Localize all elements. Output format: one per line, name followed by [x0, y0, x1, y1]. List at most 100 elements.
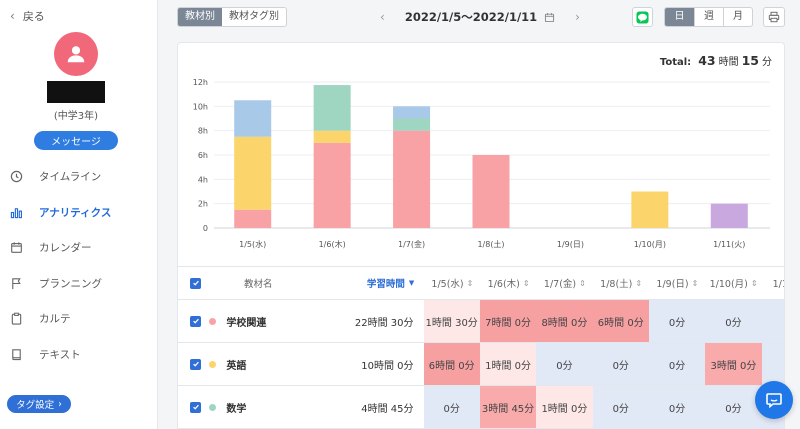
- prev-range-button[interactable]: ‹: [380, 10, 385, 24]
- bar-segment: [393, 118, 431, 131]
- x-tick-label: 1/10(月): [634, 240, 666, 249]
- material-total-time: 4時間 45分: [361, 403, 414, 415]
- sidebar-item-analytics[interactable]: アナリティクス: [0, 195, 157, 231]
- print-button[interactable]: [763, 7, 785, 27]
- row-select-cell: [178, 386, 205, 428]
- tab-by-material-tag[interactable]: 教材タグ別: [229, 11, 279, 22]
- bar-chart-icon: [10, 207, 22, 218]
- period-month[interactable]: 月: [723, 8, 752, 26]
- bar-segment: [710, 203, 748, 228]
- period-toggle: 日 週 月: [664, 7, 753, 27]
- check-icon: [192, 318, 199, 324]
- sidebar-item-text[interactable]: テキスト: [0, 337, 157, 373]
- line-share-button[interactable]: [632, 7, 653, 27]
- material-color-dot: [209, 360, 217, 368]
- calendar-icon: [11, 242, 22, 254]
- header-day[interactable]: 1/7(金): [537, 267, 593, 299]
- message-button[interactable]: メッセージ: [34, 131, 118, 150]
- sidebar-nav: タイムライン アナリティクス カレンダー プランニング カルテ テキスト: [0, 159, 157, 372]
- material-name: 英語: [226, 360, 247, 372]
- tag-settings-label: タグ設定: [16, 400, 55, 411]
- back-link[interactable]: ‹ 戻る: [10, 8, 45, 24]
- sidebar-item-label: テキスト: [39, 348, 81, 361]
- day-time-cell: 3時間 45分: [479, 386, 537, 428]
- total-study-time: Total: 43 時間 15 分: [660, 53, 772, 68]
- day-time-cell: 0分: [648, 343, 706, 385]
- header-day[interactable]: 1/9(日): [649, 267, 705, 299]
- period-week[interactable]: 週: [694, 8, 723, 26]
- next-range-button[interactable]: ›: [575, 10, 580, 24]
- header-day[interactable]: 1/11(火: [772, 279, 784, 290]
- day-time-cell: 1時間 0分: [479, 343, 537, 385]
- date-range[interactable]: 2022/1/5〜2022/1/11: [405, 9, 555, 25]
- bar-segment: [393, 106, 431, 119]
- tab-by-material[interactable]: 教材別: [178, 8, 222, 26]
- x-tick-label: 1/6(木): [319, 239, 346, 249]
- day-time-cell: 0分: [705, 386, 762, 428]
- book-icon: [12, 349, 21, 360]
- bar-segment: [472, 155, 510, 228]
- sidebar-item-label: プランニング: [39, 277, 102, 290]
- select-all-checkbox[interactable]: [190, 277, 201, 289]
- chat-support-button[interactable]: [755, 381, 793, 419]
- tag-settings-button[interactable]: タグ設定 ›: [7, 395, 71, 413]
- row-checkbox[interactable]: [190, 315, 201, 327]
- material-name: 学校関連: [226, 317, 267, 329]
- row-select-cell: [178, 300, 205, 342]
- bar-segment: [313, 85, 351, 131]
- student-grade: (中学3年): [53, 111, 99, 122]
- sidebar-item-label: タイムライン: [39, 171, 102, 184]
- date-range-label: 2022/1/5〜2022/1/11: [404, 10, 538, 24]
- bar-segment: [393, 130, 431, 228]
- header-day[interactable]: 1/5(水): [424, 267, 480, 299]
- clock-icon: [10, 171, 23, 183]
- header-material: 教材名: [244, 279, 273, 290]
- bar-segment: [234, 136, 272, 210]
- day-time-cell: 0: [761, 343, 784, 385]
- day-time-cell: 6時間 0分: [423, 343, 480, 385]
- total-minutes: 15: [741, 53, 759, 68]
- day-time-cell: 3時間 0分: [705, 343, 762, 385]
- x-tick-label: 1/5(水): [239, 239, 266, 249]
- header-study-time[interactable]: 学習時間: [341, 267, 424, 299]
- day-time-cell: 0分: [423, 386, 480, 428]
- header-day[interactable]: 1/8(土): [593, 267, 649, 299]
- check-icon: [192, 404, 199, 410]
- y-tick-label: 12h: [193, 78, 208, 87]
- bar-segment: [313, 130, 351, 143]
- header-day[interactable]: 1/10(月): [705, 267, 761, 299]
- day-time-cell: 0分: [705, 300, 762, 342]
- row-checkbox[interactable]: [190, 401, 201, 413]
- row-checkbox[interactable]: [190, 358, 201, 370]
- printer-icon: [768, 11, 780, 23]
- total-hours: 43: [698, 53, 716, 68]
- y-tick-label: 4h: [198, 175, 208, 184]
- study-time-chart: 0 2h 4h 6h 8h 10h 12h 1/5(水) 1/6(木) 1/7(金) 1/8(土) 1…: [193, 78, 770, 249]
- day-time-cell: 1時間 0分: [536, 386, 593, 428]
- sidebar-item-timeline[interactable]: タイムライン: [0, 159, 157, 195]
- sidebar-item-planning[interactable]: プランニング: [0, 266, 157, 302]
- bar-segment: [631, 191, 669, 228]
- total-label: Total:: [659, 57, 692, 68]
- day-time-cell: 0分: [536, 343, 593, 385]
- total-hours-unit: 時間: [718, 57, 739, 68]
- table-row[interactable]: 学校関連 22時間 30分 1時間 30分 7時間 0分 8時間 0分 6時間 0分 0分 0…: [178, 300, 784, 343]
- header-day[interactable]: 1/6(木): [480, 267, 536, 299]
- sidebar-item-karte[interactable]: カルテ: [0, 301, 157, 337]
- period-day[interactable]: 日: [665, 8, 694, 26]
- material-color-dot: [209, 317, 217, 325]
- check-icon: [192, 280, 199, 286]
- day-time-cell: 0分: [592, 386, 649, 428]
- calendar-icon: [545, 12, 555, 22]
- day-time-cell: 0分: [648, 300, 706, 342]
- material-name-cell: 数学: [205, 386, 340, 428]
- material-name-cell: 英語: [205, 343, 340, 385]
- sidebar-item-calendar[interactable]: カレンダー: [0, 230, 157, 266]
- material-total-time: 22時間 30分: [354, 317, 414, 329]
- day-time-cell: 0分: [592, 343, 649, 385]
- chevron-right-icon: ›: [58, 398, 62, 410]
- chevron-left-icon: ‹: [10, 9, 15, 23]
- day-time-cell: 0: [761, 300, 784, 342]
